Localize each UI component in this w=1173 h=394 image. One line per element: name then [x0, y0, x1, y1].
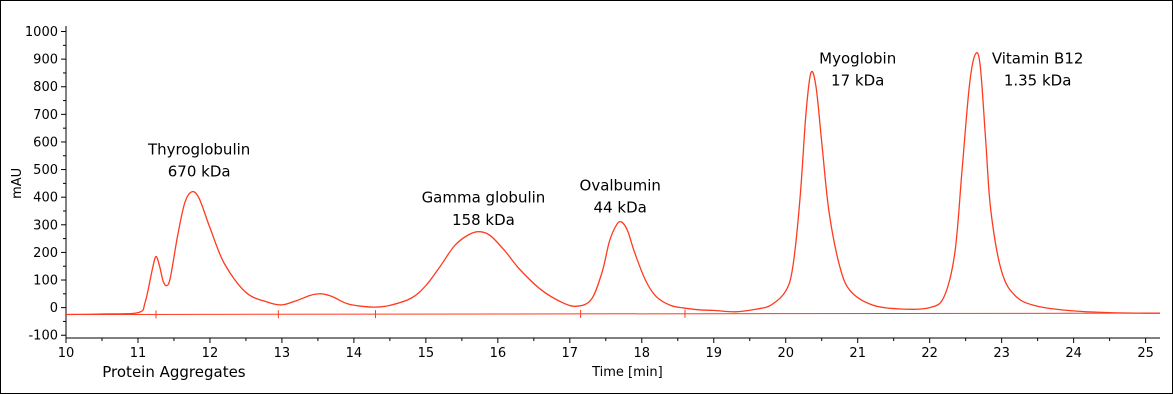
- x-tick-label: 23: [993, 346, 1010, 361]
- chromatogram-line: [65, 51, 1160, 316]
- peak-annotation: Thyroglobulin: [147, 140, 250, 158]
- peak-annotation: 158 kDa: [452, 211, 515, 229]
- x-tick-label: 19: [705, 346, 722, 361]
- x-tick-label: 14: [346, 346, 363, 361]
- x-tick-label: 16: [490, 346, 507, 361]
- y-tick-label: 0: [50, 301, 58, 316]
- peak-annotation: Vitamin B12: [992, 49, 1084, 67]
- x-tick-label: 13: [274, 346, 291, 361]
- x-tick-label: 11: [130, 346, 147, 361]
- y-tick-label: 600: [33, 135, 58, 150]
- peak-annotation: Ovalbumin: [580, 176, 661, 194]
- y-tick-label: 200: [33, 246, 58, 261]
- y-tick-label: 900: [33, 53, 58, 68]
- peak-annotation: 1.35 kDa: [1004, 71, 1072, 89]
- x-tick-label: 22: [921, 346, 938, 361]
- y-tick-label: 700: [33, 108, 58, 123]
- x-tick-label: 21: [849, 346, 866, 361]
- peak-annotation: Gamma globulin: [422, 189, 546, 207]
- baseline: [65, 312, 1161, 316]
- x-tick-label: 17: [562, 346, 579, 361]
- x-tick-label: 18: [634, 346, 651, 361]
- y-tick-label: 400: [33, 191, 58, 206]
- x-tick-label: 25: [1137, 346, 1154, 361]
- x-tick-label: 12: [202, 346, 219, 361]
- x-ticks: 10 11 12 13 14 15 16 17 18 19 20 21 22 23 24 25: [58, 338, 1154, 361]
- axes: [65, 26, 1160, 339]
- peak-annotation: Myoglobin: [819, 49, 896, 67]
- peak-annotation: 44 kDa: [594, 198, 647, 216]
- y-ticks: -100 0 100 200 300 400 500 600 700 800 900 1000: [25, 25, 66, 344]
- x-axis-label: Time [min]: [591, 365, 663, 380]
- x-tick-label: 15: [418, 346, 435, 361]
- peak-annotation: 17 kDa: [831, 71, 884, 89]
- y-tick-label: 1000: [25, 25, 58, 40]
- y-tick-label: 300: [33, 218, 58, 233]
- y-tick-label: 800: [33, 80, 58, 95]
- peak-annotations: Thyroglobulin 670 kDa Gamma globulin 158 kD…: [147, 49, 1083, 229]
- y-axis-label: mAU: [10, 168, 25, 199]
- integration-markers: [155, 309, 686, 319]
- x-tick-label: 20: [777, 346, 794, 361]
- protein-aggregates-label: Protein Aggregates: [102, 363, 246, 381]
- x-tick-label: 24: [1065, 346, 1082, 361]
- y-tick-label: 500: [33, 163, 58, 178]
- y-tick-label: -100: [28, 329, 58, 344]
- x-tick-label: 10: [58, 346, 75, 361]
- y-tick-label: 100: [33, 274, 58, 289]
- peak-annotation: 670 kDa: [168, 162, 231, 180]
